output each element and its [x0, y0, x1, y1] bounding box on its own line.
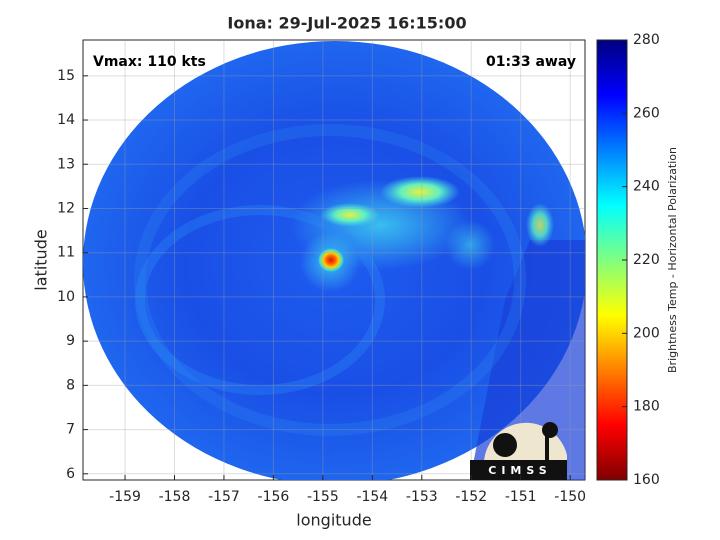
- x-tick-label: -156: [258, 489, 290, 505]
- y-axis-label: latitude: [32, 229, 51, 290]
- y-tick-label: 9: [66, 333, 75, 349]
- y-tick-label: 7: [66, 422, 75, 438]
- image: [83, 41, 585, 480]
- y-tick-label: 15: [57, 68, 75, 84]
- colorbar-tick-label: 160: [633, 472, 660, 488]
- x-tick-label: -153: [406, 489, 438, 505]
- x-tick-label: -158: [159, 489, 191, 505]
- colorbar-tick-label: 260: [633, 105, 660, 121]
- x-tick-label: -157: [208, 489, 240, 505]
- colorbar-tick-label: 240: [633, 179, 660, 195]
- y-tick-label: 12: [57, 200, 75, 216]
- x-tick-label: -150: [554, 489, 586, 505]
- x-tick-label: -155: [307, 489, 339, 505]
- x-tick-label: -152: [455, 489, 487, 505]
- colorbar-tick-label: 200: [633, 325, 660, 341]
- colorbar-tick-label: 220: [633, 252, 660, 268]
- colorbar-tick-label: 180: [633, 399, 660, 415]
- chart-title: Iona: 29-Jul-2025 16:15:00: [227, 14, 466, 33]
- y-tick-label: 13: [57, 156, 75, 172]
- x-axis-label: longitude: [296, 511, 371, 530]
- colorbar-tick-label: 280: [633, 32, 660, 48]
- y-tick-label: 14: [57, 112, 75, 128]
- x-tick-label: -154: [356, 489, 388, 505]
- colorbar-label: Brightness Temp - Horizontal Polarizatio…: [666, 147, 679, 373]
- logo: CIMSS: [470, 422, 567, 480]
- y-tick-label: 6: [66, 466, 75, 482]
- x-tick-label: -151: [505, 489, 537, 505]
- logo-text: CIMSS: [488, 464, 551, 477]
- y-tick-label: 10: [57, 289, 75, 305]
- y-tick-label: 11: [57, 245, 75, 261]
- x-tick-label: -159: [109, 489, 141, 505]
- y-tick-label: 8: [66, 377, 75, 393]
- annotation: Vmax: 110 kts: [93, 54, 206, 70]
- annotation: 01:33 away: [486, 54, 576, 70]
